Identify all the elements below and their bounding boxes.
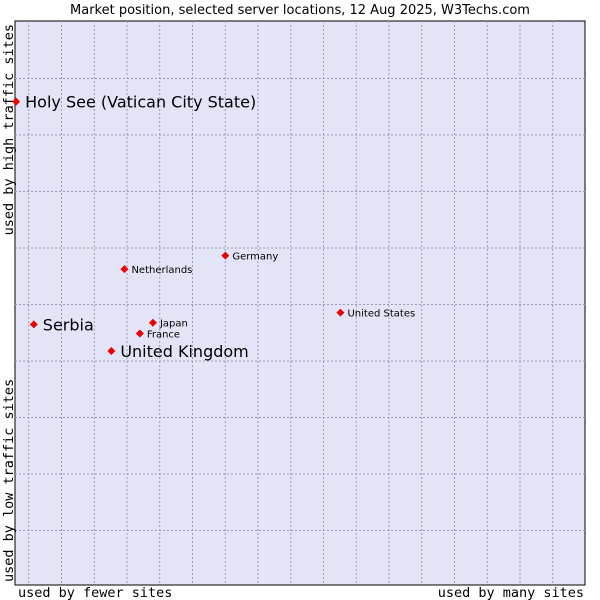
point-label: France — [147, 329, 180, 340]
point-netherlands: Netherlands — [120, 265, 192, 276]
point-label: United Kingdom — [120, 342, 248, 361]
point-serbia: Serbia — [29, 315, 94, 334]
point-label: Holy See (Vatican City State) — [25, 93, 256, 112]
x-axis-label-right: used by many sites — [438, 585, 584, 600]
point-marker — [221, 251, 230, 260]
point-label: Germany — [232, 252, 278, 263]
point-marker — [120, 265, 129, 274]
gridlines — [15, 21, 585, 585]
point-marker — [107, 346, 116, 355]
point-marker — [12, 97, 21, 106]
y-axis-label-bottom: used by low traffic sites — [1, 379, 17, 582]
point-label: United States — [347, 309, 415, 320]
point-japan: Japan — [148, 318, 188, 330]
point-germany: Germany — [221, 251, 278, 263]
point-marker — [148, 318, 157, 327]
point-marker — [336, 308, 345, 317]
point-marker — [29, 320, 38, 329]
point-label: Netherlands — [131, 265, 192, 276]
plot-area — [14, 20, 586, 586]
data-points: Holy See (Vatican City State) Serbia Unite… — [12, 93, 415, 361]
point-label: Japan — [159, 319, 188, 330]
point-label: Serbia — [43, 315, 94, 334]
y-axis-label-top: used by high traffic sites — [1, 24, 17, 235]
x-axis-label-left: used by fewer sites — [18, 585, 172, 600]
point-united-kingdom: United Kingdom — [107, 342, 249, 361]
point-holy-see-vatican-city-state: Holy See (Vatican City State) — [12, 93, 256, 112]
chart-title: Market position, selected server locatio… — [70, 3, 530, 18]
point-united-states: United States — [336, 308, 415, 320]
point-marker — [135, 329, 144, 338]
point-france: France — [135, 329, 180, 340]
